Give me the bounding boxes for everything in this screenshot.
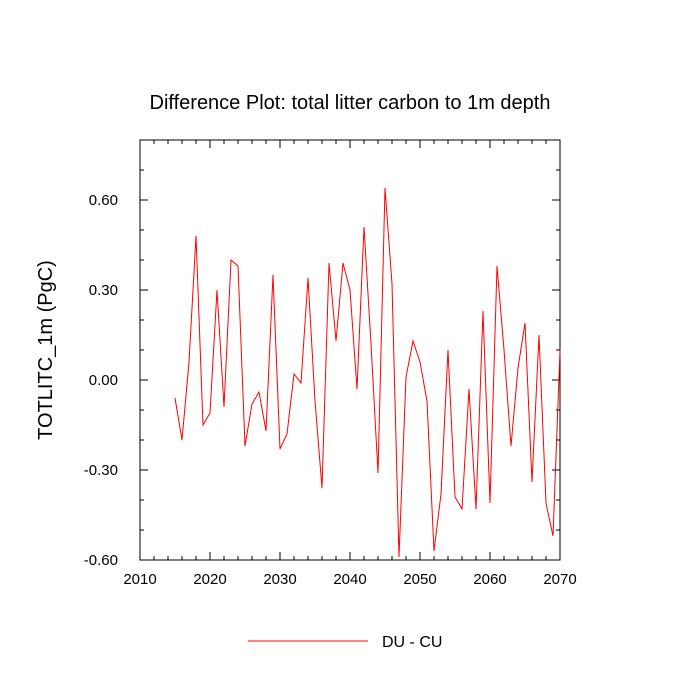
legend-label: DU - CU: [382, 634, 442, 651]
axis-tick-labels: 2010 2020 2030 2040 2050 2060 2070 -0.60 -0.30 0.…: [84, 192, 577, 588]
x-tick-label: 2040: [333, 571, 366, 588]
y-tick-label: 0.00: [89, 372, 118, 389]
series-line-du-cu: [174, 187, 561, 558]
x-tick-label: 2060: [473, 571, 506, 588]
y-tick-label: 0.60: [89, 192, 118, 209]
legend: DU - CU: [248, 634, 442, 651]
plot-frame: [139, 139, 561, 561]
x-tick-label: 2050: [403, 571, 436, 588]
y-axis-label: TOTLITC_1m (PgC): [35, 260, 57, 440]
y-tick-label: -0.60: [84, 552, 118, 569]
x-tick-label: 2010: [123, 571, 156, 588]
series-group: [174, 187, 561, 558]
axis-ticks: [139, 139, 561, 561]
x-tick-label: 2030: [263, 571, 296, 588]
y-tick-label: -0.30: [84, 462, 118, 479]
x-tick-label: 2020: [193, 571, 226, 588]
chart-title: Difference Plot: total litter carbon to …: [150, 92, 551, 114]
x-tick-label: 2070: [543, 571, 576, 588]
y-tick-label: 0.30: [89, 282, 118, 299]
